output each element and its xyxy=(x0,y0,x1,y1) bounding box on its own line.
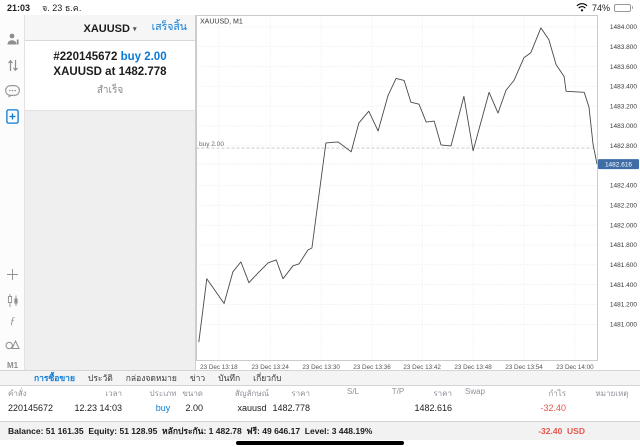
col-header-5: ราคา xyxy=(291,389,310,398)
quotes-updown-icon[interactable] xyxy=(0,58,25,73)
positions-table-row[interactable]: 220145672 12.23 14:03 buy 2.00 xauusd 1482.77… xyxy=(0,403,640,419)
tab-4[interactable]: บันทึก xyxy=(218,373,241,383)
objects-icon[interactable] xyxy=(0,338,25,350)
status-bar: 21:03 จ. 23 ธ.ค. 74% xyxy=(0,0,640,15)
y-tick-label-0: 1484.000 xyxy=(610,24,637,31)
status-date: จ. 23 ธ.ค. xyxy=(42,2,82,13)
col-header-7: T/P xyxy=(391,387,405,396)
y-tick-label-10: 1481.800 xyxy=(610,242,637,249)
bottom-tab-bar: การซื้อขาย ประวัติ กล่องจดหมาย ข่าว บันทึก เก… xyxy=(0,370,640,386)
y-tick-label-14: 1481.000 xyxy=(610,322,637,329)
tab-3[interactable]: ข่าว xyxy=(189,373,206,383)
y-tick-label-6: 1482.800 xyxy=(610,143,637,150)
col-header-0: คำสั่ง xyxy=(8,389,27,398)
cell-10: -32.40 xyxy=(540,403,566,413)
col-header-1: เวลา xyxy=(105,389,122,398)
col-header-11: หมายเหตุ xyxy=(595,389,629,398)
price-line xyxy=(198,27,598,343)
buy-position-label: buy 2.00 xyxy=(199,141,224,148)
indicators-icon[interactable]: ƒ xyxy=(9,315,16,327)
account-summary-bar: Balance: 51 161.35 Equity: 51 128.95 หลั… xyxy=(0,421,640,440)
col-header-2: ประเภท xyxy=(149,389,177,398)
col-header-6: S/L xyxy=(346,387,359,396)
trade-account-icon[interactable] xyxy=(0,32,25,46)
x-tick-label-5: 23 Dec 13:48 xyxy=(454,364,492,370)
crosshair-icon[interactable] xyxy=(0,268,25,281)
trade-confirmation: #220145672 buy 2.00 XAUUSD at 1482.778 ส… xyxy=(25,41,195,111)
cell-5: 1482.778 xyxy=(272,403,310,413)
y-tick-label-2: 1483.600 xyxy=(610,64,637,71)
x-tick-label-7: 23 Dec 14:00 xyxy=(556,364,594,370)
x-tick-label-3: 23 Dec 13:36 xyxy=(353,364,391,370)
y-tick-label-3: 1483.400 xyxy=(610,84,637,91)
y-tick-label-11: 1481.600 xyxy=(610,262,637,269)
tab-0[interactable]: การซื้อขาย xyxy=(34,373,75,383)
candlestick-chart-icon[interactable] xyxy=(0,293,25,308)
x-tick-label-0: 23 Dec 13:18 xyxy=(200,364,238,370)
account-summary: Balance: 51 161.35 Equity: 51 128.95 หลั… xyxy=(8,426,373,436)
positions-table-header: คำสั่ง เวลา ประเภท ขนาด สัญลักษณ์ ราคา S/L T/P ร… xyxy=(0,387,640,402)
x-tick-label-2: 23 Dec 13:30 xyxy=(302,364,340,370)
done-button[interactable]: เสร็จสิ้น xyxy=(151,21,187,33)
price-chart[interactable]: 1484.000 1483.800 1483.600 1483.400 1483.200… xyxy=(196,15,640,370)
col-header-4: สัญลักษณ์ xyxy=(234,389,270,398)
col-header-8: ราคา xyxy=(433,389,452,398)
cell-4: xauusd xyxy=(237,403,267,413)
y-tick-label-8: 1482.200 xyxy=(610,203,637,210)
clock: 21:03 xyxy=(7,2,31,13)
cell-3: 2.00 xyxy=(185,403,203,413)
battery-percent: 74% xyxy=(591,2,610,13)
cell-8: 1482.616 xyxy=(414,403,452,413)
y-tick-label-9: 1482.000 xyxy=(610,222,637,229)
tab-5[interactable]: เกี่ยวกับ xyxy=(253,373,282,383)
x-tick-label-6: 23 Dec 13:54 xyxy=(505,364,543,370)
y-tick-label-1: 1483.800 xyxy=(610,44,637,51)
trade-panel: XAUUSD ▾ เสร็จสิ้น #220145672 buy 2.00 X… xyxy=(25,15,196,370)
chart-symbol-label: XAUUSD, M1 xyxy=(200,19,243,26)
y-tick-label-5: 1483.000 xyxy=(610,123,637,130)
current-price-value: 1482.616 xyxy=(605,162,632,169)
y-tick-label-7: 1482.400 xyxy=(610,183,637,190)
symbol-selector[interactable]: XAUUSD ▾ xyxy=(83,23,137,35)
trade-panel-header: XAUUSD ▾ เสร็จสิ้น xyxy=(25,15,195,41)
plot-area xyxy=(196,15,598,361)
total-profit: -32.40 USD xyxy=(538,426,585,436)
y-tick-label-12: 1481.400 xyxy=(610,282,637,289)
cell-1: 12.23 14:03 xyxy=(74,403,122,413)
cell-0: 220145672 xyxy=(8,403,54,413)
cell-2: buy xyxy=(155,403,171,413)
timeframe-button[interactable]: M1 xyxy=(6,361,19,370)
fill-line: XAUUSD at 1482.778 xyxy=(53,66,167,78)
x-tick-label-1: 23 Dec 13:24 xyxy=(251,364,289,370)
chat-icon[interactable] xyxy=(0,85,25,98)
battery-icon xyxy=(614,3,633,12)
order-status: สำเร็จ xyxy=(96,85,124,96)
current-price-badge xyxy=(598,159,639,170)
col-header-9: Swap xyxy=(464,387,485,396)
tab-1[interactable]: ประวัติ xyxy=(87,373,113,383)
order-side: buy 2.00 xyxy=(120,51,167,63)
col-header-10: กำไร xyxy=(548,389,566,398)
wifi-icon xyxy=(576,2,588,14)
y-tick-label-4: 1483.200 xyxy=(610,103,637,110)
new-order-icon[interactable] xyxy=(0,109,25,124)
home-indicator[interactable] xyxy=(236,441,404,445)
x-tick-label-4: 23 Dec 13:42 xyxy=(403,364,441,370)
y-tick-label-13: 1481.200 xyxy=(610,302,637,309)
order-line: #220145672 buy 2.00 xyxy=(53,51,167,63)
tab-2[interactable]: กล่องจดหมาย xyxy=(125,373,177,383)
left-toolbar: ƒ M1 xyxy=(0,15,25,370)
col-header-3: ขนาด xyxy=(182,389,203,398)
chevron-down-icon: ▾ xyxy=(133,26,137,33)
